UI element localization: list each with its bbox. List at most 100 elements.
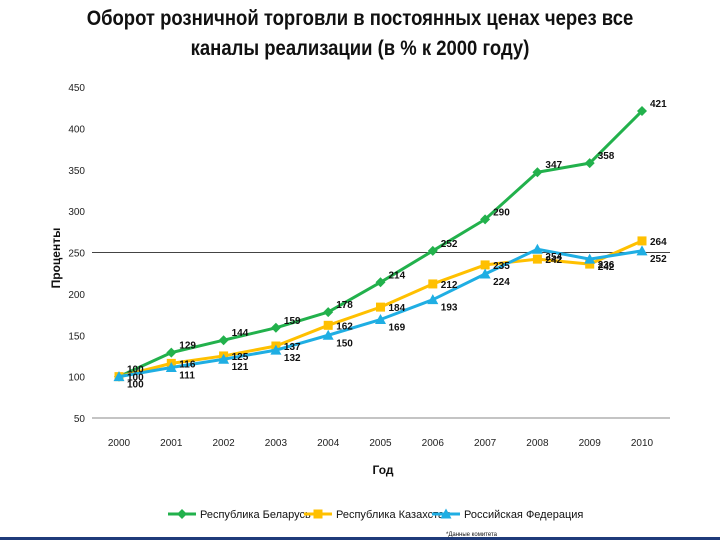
data-point — [585, 259, 595, 269]
x-tick-label: 2002 — [212, 438, 235, 449]
y-tick-label: 450 — [68, 83, 85, 94]
data-label: 252 — [650, 254, 667, 265]
legend-marker — [313, 509, 323, 519]
x-tick-label: 2007 — [474, 438, 497, 449]
data-label: 100 — [127, 373, 144, 384]
data-point — [375, 314, 386, 325]
y-axis-title: Проценты — [49, 228, 63, 289]
data-label: 121 — [232, 362, 249, 373]
x-tick-label: 2006 — [422, 438, 445, 449]
series-3 — [113, 243, 648, 382]
series-line — [118, 247, 643, 379]
footnote: *Данные комитета — [446, 532, 498, 538]
data-point — [165, 362, 177, 373]
data-point — [637, 236, 647, 246]
series-line — [118, 109, 644, 378]
data-label: 254 — [545, 252, 562, 263]
data-label: 358 — [598, 151, 615, 162]
data-point — [376, 302, 385, 312]
data-label: 212 — [441, 280, 458, 291]
x-axis-ticks: 2000 2001 2002 2003 2004 2005 2006 2007 2008 2009… — [108, 438, 654, 449]
data-labels: 1001291441591782142522903473584211001161… — [127, 99, 667, 391]
data-label: 162 — [336, 321, 353, 332]
y-tick-label: 50 — [74, 414, 86, 425]
y-tick-label: 150 — [68, 331, 85, 342]
data-label: 252 — [441, 239, 458, 250]
data-label: 144 — [232, 328, 249, 339]
data-point — [323, 307, 334, 318]
y-tick-label: 400 — [68, 124, 85, 135]
data-point — [113, 371, 125, 382]
data-label: 193 — [441, 303, 458, 314]
data-point — [166, 347, 177, 358]
y-tick-label: 250 — [68, 249, 85, 260]
data-label: 150 — [336, 338, 353, 349]
data-label: 169 — [389, 323, 406, 334]
x-tick-label: 2003 — [265, 438, 288, 449]
data-label: 129 — [179, 341, 196, 352]
x-tick-label: 2001 — [160, 438, 183, 449]
data-label: 242 — [545, 255, 562, 266]
data-point — [531, 243, 543, 254]
data-label: 264 — [650, 237, 667, 248]
data-point — [270, 344, 282, 355]
series-1 — [114, 105, 647, 382]
data-point — [218, 335, 229, 346]
legend-item-3: Российская Федерация — [432, 508, 583, 521]
y-tick-label: 100 — [68, 373, 85, 384]
data-label: 178 — [336, 300, 353, 311]
x-tick-label: 2010 — [631, 438, 654, 449]
y-tick-label: 350 — [68, 166, 85, 177]
data-point — [270, 322, 281, 333]
data-point — [427, 245, 438, 256]
legend-label: Республика Казахстан — [336, 509, 450, 521]
data-label: 100 — [127, 380, 144, 391]
data-point — [584, 158, 595, 169]
data-label: 137 — [284, 342, 301, 353]
data-point — [428, 279, 438, 289]
data-point — [322, 329, 334, 340]
chart-title-line-2: каналы реализации (в % к 2000 году) — [190, 37, 530, 60]
y-tick-label: 200 — [68, 290, 85, 301]
data-point — [323, 320, 333, 330]
data-point — [480, 214, 491, 225]
legend-label: Республика Беларусь — [200, 509, 311, 521]
data-point — [427, 294, 439, 305]
data-label: 236 — [598, 260, 615, 271]
data-point — [636, 245, 648, 256]
data-label: 100 — [127, 365, 144, 376]
x-axis-title: Год — [373, 463, 394, 477]
legend-item-1: Республика Беларусь — [168, 509, 311, 521]
data-label: 421 — [650, 99, 667, 110]
data-label: 159 — [284, 316, 301, 327]
legend-item-2: Республика Казахстан — [304, 509, 450, 521]
data-label: 184 — [389, 303, 406, 314]
y-axis-ticks: 50 100 150 200 250 300 350 400 450 — [68, 83, 85, 425]
data-label: 347 — [545, 160, 562, 171]
x-tick-label: 2005 — [369, 438, 392, 449]
data-label: 290 — [493, 207, 510, 218]
data-point — [584, 253, 596, 264]
data-point — [218, 353, 230, 364]
data-label: 214 — [389, 270, 406, 281]
data-label: 111 — [179, 371, 195, 382]
data-label: 242 — [598, 262, 615, 273]
legend-label: Российская Федерация — [464, 509, 583, 521]
data-label: 132 — [284, 353, 301, 364]
x-tick-label: 2009 — [579, 438, 602, 449]
data-label: 224 — [493, 277, 510, 288]
legend-marker — [177, 509, 187, 519]
x-tick-label: 2004 — [317, 438, 340, 449]
y-tick-label: 300 — [68, 207, 85, 218]
data-point — [637, 105, 647, 116]
x-tick-label: 2000 — [108, 438, 131, 449]
data-point — [479, 268, 491, 279]
x-tick-label: 2008 — [526, 438, 549, 449]
data-point — [532, 254, 542, 264]
slide-bottom-border — [0, 537, 720, 540]
chart-title-line-1: Оборот розничной торговли в постоянных ц… — [86, 7, 634, 30]
data-point — [480, 260, 490, 270]
data-point — [532, 167, 543, 178]
legend: Республика Беларусь Республика Казахстан Р… — [168, 508, 583, 521]
